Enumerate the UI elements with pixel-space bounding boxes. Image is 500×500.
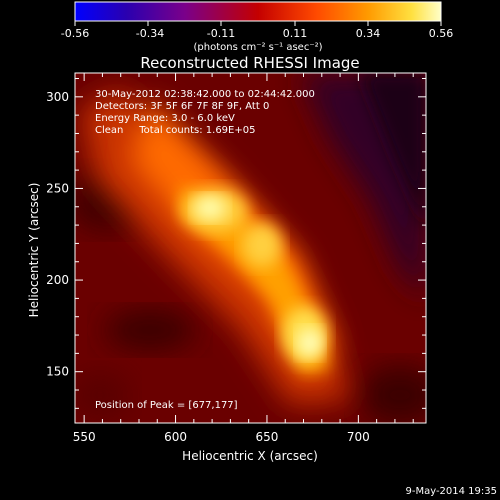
colorbar-tick-label: -0.34 [136, 27, 164, 40]
plot-frame [74, 72, 427, 424]
colorbar-gradient [74, 1, 442, 22]
x-axis-label: Heliocentric X (arcsec) [182, 449, 318, 463]
image-annotations: 30-May-2012 02:38:42.000 to 02:44:42.000… [95, 89, 315, 411]
y-tick-label: 200 [46, 273, 69, 287]
annotation-time-range: 30-May-2012 02:38:42.000 to 02:44:42.000 [95, 89, 315, 100]
heatmap-image [75, 73, 426, 423]
y-axis-label: Heliocentric Y (arcsec) [27, 183, 41, 318]
chart-title: Reconstructed RHESSI Image [140, 54, 359, 72]
y-tick-label: 300 [46, 90, 69, 104]
x-tick-label: 600 [164, 430, 187, 444]
annotation-peak: Position of Peak = [677,177] [95, 400, 238, 411]
colorbar: -0.56 -0.34 -0.11 0.11 0.34 0.56 (photon… [61, 1, 454, 53]
colorbar-units: (photons cm⁻² s⁻¹ asec⁻²) [193, 42, 322, 53]
x-tick-label: 700 [347, 430, 370, 444]
colorbar-tick-label: -0.56 [61, 27, 89, 40]
annotation-energy: Energy Range: 3.0 - 6.0 keV [95, 113, 235, 124]
colorbar-tick-label: 0.11 [283, 27, 308, 40]
footer-date: 9-May-2014 19:35 [405, 486, 497, 497]
colorbar-tick-label: 0.56 [429, 27, 454, 40]
y-axis: 150 200 250 300 [46, 77, 426, 409]
annotation-detectors: Detectors: 3F 5F 6F 7F 8F 9F, Att 0 [95, 101, 269, 112]
x-axis: 550 600 650 700 [73, 73, 414, 444]
y-tick-label: 250 [46, 181, 69, 195]
colorbar-tick-label: 0.34 [356, 27, 381, 40]
annotation-clean: Clean Total counts: 1.69E+05 [95, 125, 255, 136]
x-tick-label: 550 [73, 430, 96, 444]
x-tick-label: 650 [256, 430, 279, 444]
colorbar-ticks [74, 21, 442, 26]
colorbar-tick-label: -0.11 [207, 27, 235, 40]
y-tick-label: 150 [46, 365, 69, 379]
